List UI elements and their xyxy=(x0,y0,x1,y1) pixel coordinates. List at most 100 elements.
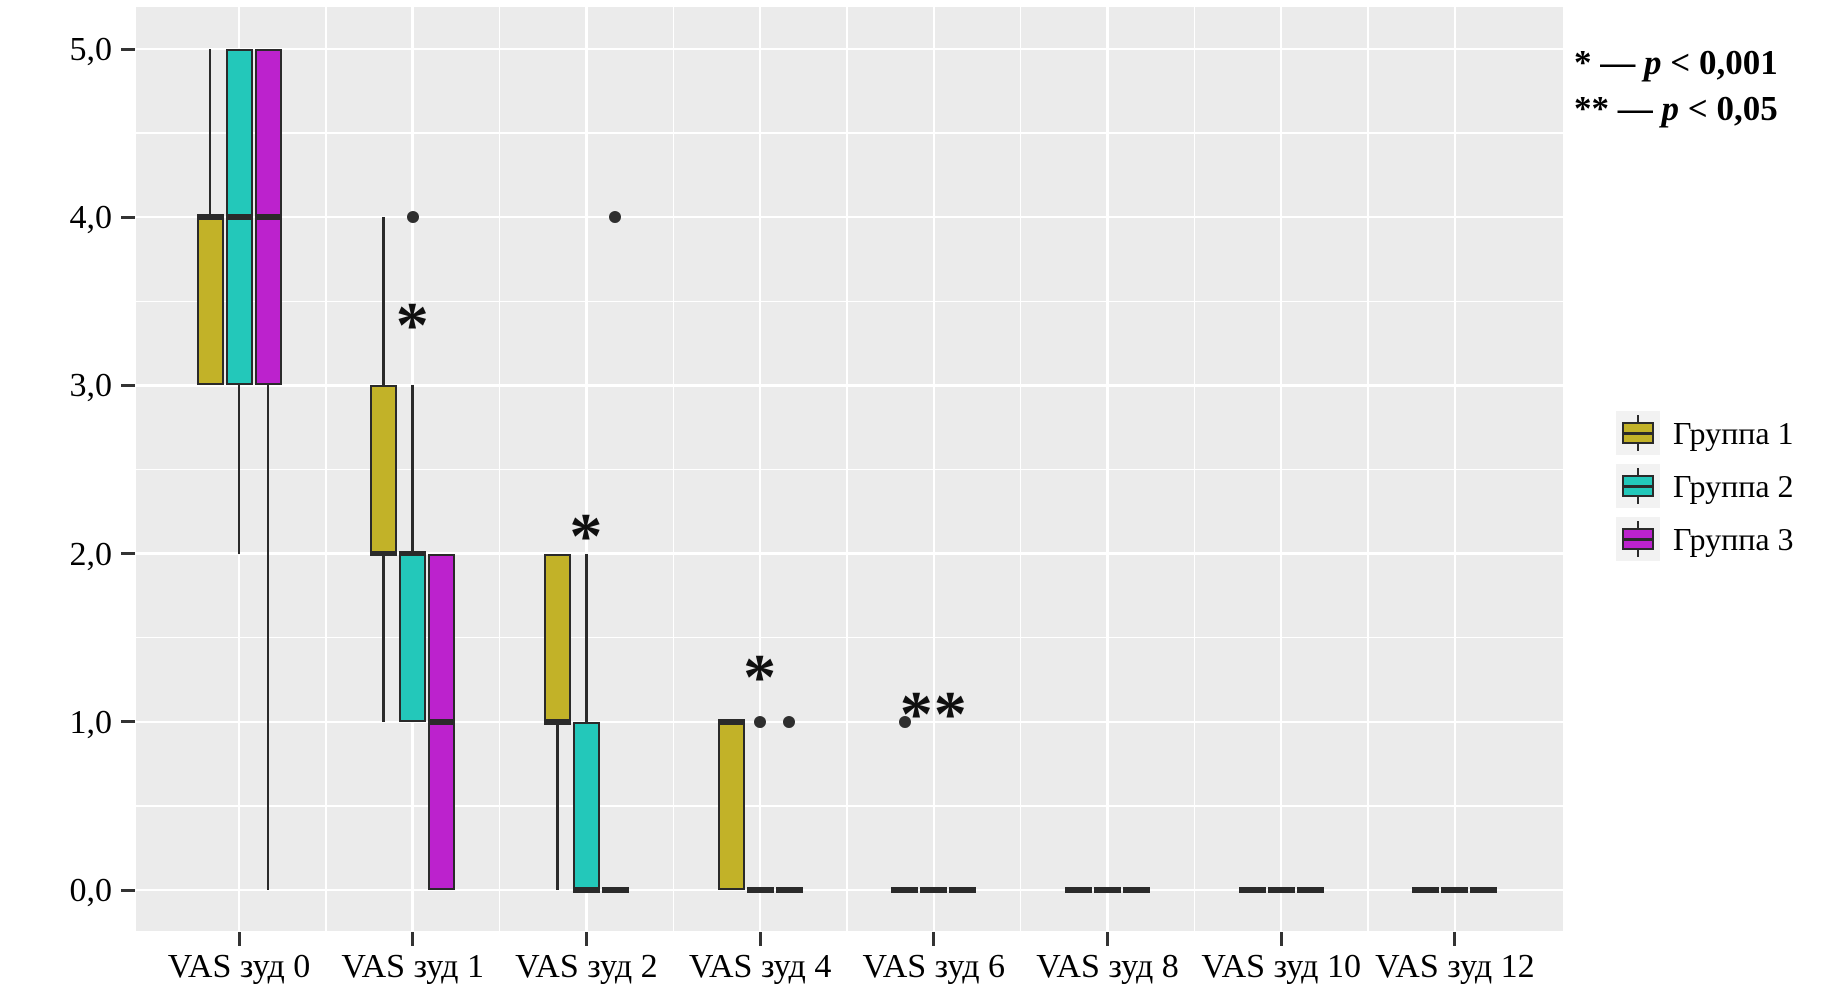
gridline-minor-v xyxy=(1193,7,1196,931)
boxplot-whisker-upper xyxy=(382,217,385,386)
legend-label: Группа 2 xyxy=(1673,468,1794,504)
gridline-major-h xyxy=(136,47,1563,51)
boxplot-whisker-upper xyxy=(585,553,588,722)
boxplot-median xyxy=(1412,887,1440,893)
note-p-symbol: p xyxy=(1644,43,1662,82)
gridline-minor-h xyxy=(136,468,1563,471)
legend-label: Группа 1 xyxy=(1673,415,1794,451)
gridline-minor-v xyxy=(672,7,674,931)
x-tick xyxy=(411,932,415,946)
gridline-minor-v xyxy=(1367,7,1369,931)
note-line-significance-1: * — p < 0,001 xyxy=(1574,40,1778,86)
x-tick xyxy=(1279,932,1283,946)
boxplot-whisker-lower xyxy=(237,385,241,554)
boxplot-median xyxy=(428,719,456,725)
boxplot-box xyxy=(543,553,571,722)
gridline-major-h xyxy=(136,215,1563,219)
x-tick xyxy=(758,932,762,946)
boxplot-whisker-upper xyxy=(208,49,212,218)
gridline-minor-h xyxy=(136,132,1563,134)
x-tick xyxy=(237,932,241,946)
legend-label: Группа 3 xyxy=(1673,521,1794,557)
gridline-major-v xyxy=(758,7,762,931)
y-tick xyxy=(121,888,135,892)
note-prefix: ** — xyxy=(1574,89,1662,128)
gridline-minor-v xyxy=(325,7,327,931)
significance-mark: ** xyxy=(899,678,968,752)
boxplot-median xyxy=(949,887,977,893)
legend-key-median xyxy=(1622,485,1654,488)
legend-item-3: Группа 3 xyxy=(1616,517,1794,561)
gridline-major-v xyxy=(1453,7,1457,931)
boxplot-box xyxy=(572,721,600,890)
boxplot-median xyxy=(1296,887,1324,893)
note-prefix: * — xyxy=(1574,43,1644,82)
significance-mark: * xyxy=(743,641,778,715)
y-tick-label: 1,0 xyxy=(69,703,113,741)
x-tick-label: VAS зуд 8 xyxy=(1036,948,1179,985)
legend-key-boxplot-icon xyxy=(1616,411,1660,455)
note-threshold: < 0,001 xyxy=(1661,43,1778,82)
y-tick-label: 4,0 xyxy=(69,199,113,237)
gridline-major-v xyxy=(585,7,588,931)
gridline-minor-h xyxy=(136,636,1563,639)
boxplot-median xyxy=(1123,887,1150,893)
boxplot-box xyxy=(399,553,427,722)
boxplot-median xyxy=(543,719,571,725)
x-tick-label: VAS зуд 0 xyxy=(167,948,311,985)
note-line-significance-2: ** — p < 0,05 xyxy=(1574,86,1778,132)
x-tick xyxy=(1453,932,1457,946)
boxplot-median xyxy=(1094,887,1121,893)
y-tick xyxy=(121,552,135,556)
note-p-symbol: p xyxy=(1661,89,1680,128)
x-tick-label: VAS зуд 12 xyxy=(1375,948,1535,985)
boxplot-median xyxy=(225,214,253,220)
outlier-dot xyxy=(898,715,911,728)
y-tick-label: 5,0 xyxy=(69,31,113,68)
outlier-dot xyxy=(406,211,419,224)
x-tick-label: VAS зуд 10 xyxy=(1201,948,1361,985)
boxplot-median xyxy=(1441,887,1469,893)
gridline-major-v xyxy=(932,7,936,931)
boxplot-median xyxy=(891,887,919,893)
significance-mark: * xyxy=(395,289,430,363)
y-tick xyxy=(121,47,135,51)
gridline-major-h xyxy=(136,384,1563,387)
boxplot-median xyxy=(920,887,948,893)
gridline-major-h xyxy=(136,888,1563,892)
boxplot-median xyxy=(717,719,745,725)
y-tick-label: 2,0 xyxy=(69,535,113,573)
gridline-minor-h xyxy=(136,300,1563,303)
boxplot-median xyxy=(370,550,398,557)
x-tick-label: VAS зуд 4 xyxy=(688,948,832,985)
boxplot-median xyxy=(1238,887,1266,893)
boxplot-whisker-lower xyxy=(266,385,270,890)
legend-item-2: Группа 2 xyxy=(1616,464,1794,508)
legend-key-boxplot-icon xyxy=(1616,464,1660,508)
x-tick xyxy=(1106,932,1109,946)
p-value-note: * — p < 0,001 ** — p < 0,05 xyxy=(1574,40,1778,132)
significance-mark: * xyxy=(569,499,604,573)
boxplot-median xyxy=(601,887,629,893)
gridline-major-v xyxy=(1279,7,1283,931)
y-tick-label: 0,0 xyxy=(69,872,113,909)
boxplot-box xyxy=(196,217,224,386)
gridline-minor-v xyxy=(846,7,848,931)
boxplot-whisker-lower xyxy=(556,721,559,890)
gridline-minor-v xyxy=(498,7,501,931)
y-tick-label: 3,0 xyxy=(69,367,113,405)
boxplot-median xyxy=(254,214,282,220)
x-tick xyxy=(932,932,936,946)
gridline-major-h xyxy=(136,720,1563,724)
legend-key-median xyxy=(1622,538,1654,541)
y-tick xyxy=(121,720,135,724)
boxplot-median xyxy=(572,887,600,893)
boxplot-median xyxy=(746,887,774,893)
boxplot-median xyxy=(1470,887,1498,893)
boxplot-median xyxy=(399,550,427,557)
legend-item-1: Группа 1 xyxy=(1616,411,1794,455)
gridline-minor-h xyxy=(136,805,1563,807)
gridline-major-h xyxy=(136,552,1563,555)
boxplot-box xyxy=(370,385,398,554)
